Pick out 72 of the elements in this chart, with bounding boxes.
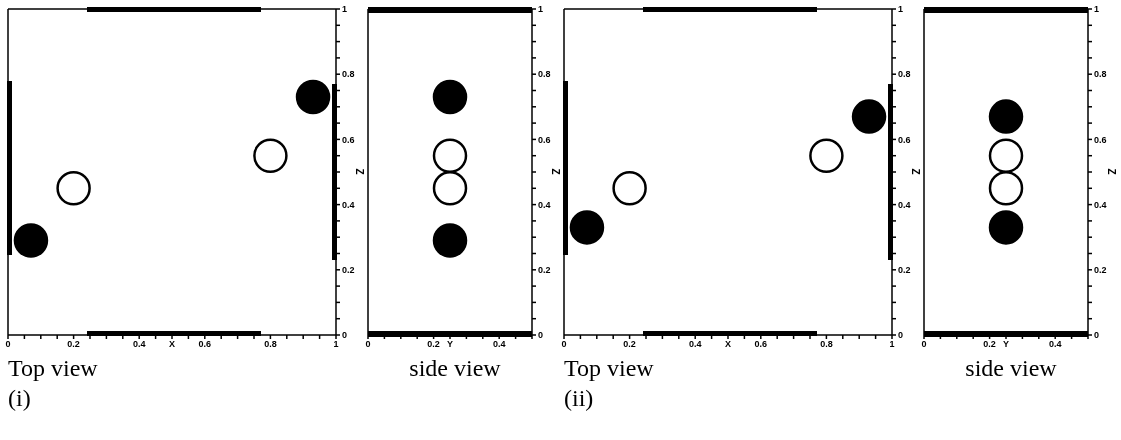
x-tick-label: 1	[889, 339, 895, 350]
point	[988, 210, 1024, 245]
y-tick-label: 0.2	[898, 264, 911, 275]
y-tick-label: 0.2	[342, 264, 355, 275]
y-tick-label: 0.4	[1094, 199, 1107, 210]
point	[295, 79, 331, 115]
x-tick-label: 0.6	[754, 339, 768, 350]
y-tick-label: 0.4	[342, 199, 355, 210]
text: (i)	[8, 384, 32, 413]
y-axis-title: Z	[1105, 168, 1117, 175]
x-tick-label: 1	[333, 339, 339, 350]
y-tick-label: 0.8	[898, 69, 911, 80]
y-tick-label: 0	[1094, 330, 1100, 341]
point	[13, 223, 49, 258]
y-tick-label: 0.2	[538, 264, 551, 275]
y-tick-label: 0.6	[538, 134, 551, 145]
point	[253, 138, 288, 173]
x-tick-label: 0	[921, 339, 927, 350]
text: Top view	[8, 354, 99, 383]
text: (ii)	[564, 384, 595, 413]
x-tick-label: 0.6	[198, 339, 212, 350]
y-tick-label: 0.8	[538, 69, 551, 80]
text: Top view	[564, 354, 655, 383]
x-tick-label: 0	[365, 339, 371, 350]
y-tick-label: 0.4	[538, 199, 551, 210]
y-tick-label: 0.6	[898, 134, 911, 145]
y-tick-label: 0	[342, 330, 348, 341]
y-tick-label: 1	[342, 4, 348, 15]
y-tick-label: 0	[898, 330, 904, 341]
y-tick-label: 1	[1094, 4, 1100, 15]
x-tick-label: 0.4	[688, 339, 702, 350]
point	[988, 138, 1024, 173]
y-axis-title: Z	[549, 168, 561, 175]
x-tick-label: 0	[561, 339, 567, 350]
x-axis-title: X	[168, 339, 175, 349]
y-tick-label: 0	[538, 330, 544, 341]
x-tick-label: 0.2	[67, 339, 80, 350]
point	[569, 210, 605, 245]
point	[988, 99, 1024, 134]
point	[851, 99, 887, 134]
point	[56, 171, 91, 206]
y-tick-label: 0.2	[1094, 264, 1107, 275]
x-axis-title: Y	[1002, 339, 1009, 349]
y-tick-label: 0.8	[1094, 69, 1107, 80]
point	[988, 171, 1024, 206]
x-tick-label: 0.2	[623, 339, 636, 350]
x-axis-title: Y	[446, 339, 453, 349]
point	[432, 79, 468, 115]
x-tick-label: 0.4	[492, 339, 506, 350]
y-tick-label: 0.8	[342, 69, 355, 80]
x-tick-label: 0.4	[132, 339, 146, 350]
x-tick-label: 0.2	[983, 339, 996, 350]
point	[432, 171, 468, 206]
y-tick-label: 1	[538, 4, 544, 15]
point	[809, 138, 844, 173]
y-tick-label: 0.6	[1094, 134, 1107, 145]
point	[432, 223, 468, 258]
y-tick-label: 0.4	[898, 199, 911, 210]
y-axis-title: Z	[909, 168, 921, 175]
y-axis-title: Z	[353, 168, 365, 175]
text: side view	[408, 354, 502, 383]
x-tick-label: 0	[5, 339, 11, 350]
x-tick-label: 0.2	[427, 339, 440, 350]
x-tick-label: 0.4	[1048, 339, 1062, 350]
y-tick-label: 0.6	[342, 134, 355, 145]
x-tick-label: 0.8	[820, 339, 833, 350]
y-tick-label: 1	[898, 4, 904, 15]
point	[612, 171, 647, 206]
text: side view	[964, 354, 1058, 383]
point	[432, 138, 468, 173]
x-axis-title: X	[724, 339, 731, 349]
x-tick-label: 0.8	[264, 339, 277, 350]
